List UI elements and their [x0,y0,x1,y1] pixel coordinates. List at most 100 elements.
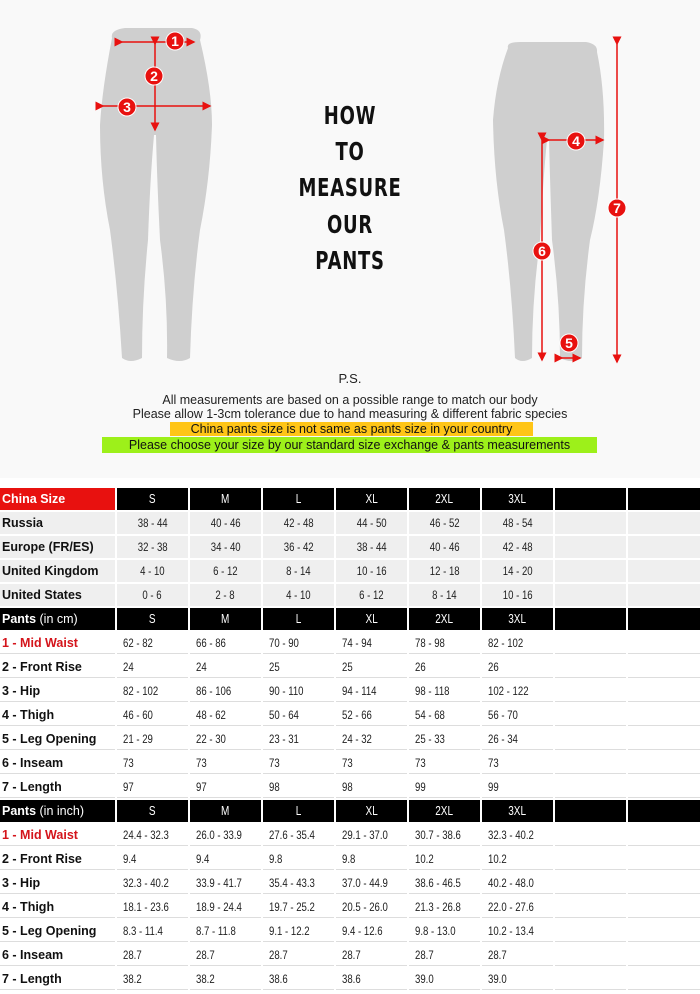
cell-text: 21 - 29 [123,732,153,746]
empty-cell [555,776,626,798]
empty-cell [555,896,626,918]
table-cell: 8.7 - 11.8 [190,920,261,942]
table-cell: 50 - 64 [263,704,334,726]
empty-cell [628,536,700,558]
table-cell: 73 [263,752,334,774]
size-column-header: S [117,488,188,510]
cell-text: L [295,612,302,626]
cell-text: 25 - 33 [415,732,445,746]
section-header-row: Pants (in inch) S M L XL 2XL 3XL [0,800,700,824]
cell-text: 9.1 - 12.2 [269,924,310,938]
size-column-header: 3XL [482,800,553,822]
empty-cell [628,488,700,510]
table-row: 5 - Leg Opening 21 - 29 22 - 30 23 - 31 24 -… [0,728,700,752]
table-cell: 97 [190,776,261,798]
table-row: United Kingdom 4 - 10 6 - 12 8 - 14 10 - 16 1… [0,560,700,584]
cell-text: XL [365,612,378,626]
empty-cell [555,920,626,942]
size-column-header: L [263,800,334,822]
table-cell: 28.7 [190,944,261,966]
size-column-header: M [190,488,261,510]
marker-number: 5 [565,335,573,351]
cell-text: 86 - 106 [196,684,232,698]
cell-text: 26 - 34 [488,732,518,746]
table-cell: 22 - 30 [190,728,261,750]
table-cell: 46 - 52 [409,512,480,534]
table-cell: 9.4 [117,848,188,870]
cell-text: 42 - 48 [502,540,533,554]
empty-cell [628,944,700,966]
cell-text: L [295,804,302,818]
cell-text: 32.3 - 40.2 [488,828,534,842]
table-cell: 38.2 [117,968,188,990]
back-pants-silhouette [493,42,605,361]
table-cell: 70 - 90 [263,632,334,654]
table-row: 5 - Leg Opening 8.3 - 11.4 8.7 - 11.8 9.1 -… [0,920,700,944]
cell-text: 6 - 12 [359,588,384,602]
empty-cell [628,776,700,798]
cell-text: 27.6 - 35.4 [269,828,315,842]
cell-text: 99 [488,780,499,794]
table-cell: 9.8 [263,848,334,870]
cell-text: 10.2 - 13.4 [488,924,534,938]
table-cell: 97 [117,776,188,798]
cell-text: S [149,804,156,818]
size-column-header: S [117,800,188,822]
empty-cell [555,656,626,678]
cell-text: 0 - 6 [142,588,163,602]
table-cell: 42 - 48 [263,512,334,534]
cell-text: 40.2 - 48.0 [488,876,534,890]
empty-cell [555,872,626,894]
row-label: 1 - Mid Waist [0,632,115,654]
empty-cell [628,872,700,894]
cell-text: 29.1 - 37.0 [342,828,388,842]
empty-cell [555,728,626,750]
cell-text: 8 - 14 [286,564,311,578]
size-column-header: 2XL [409,800,480,822]
table-row: 4 - Thigh 46 - 60 48 - 62 50 - 64 52 - 66 54 … [0,704,700,728]
cell-text: 2XL [435,612,454,626]
table-cell: 28.7 [263,944,334,966]
cell-text: 38.2 [196,972,215,986]
cell-text: 37.0 - 44.9 [342,876,388,890]
cell-text: 32.3 - 40.2 [123,876,169,890]
table-cell: 10.2 [409,848,480,870]
table-cell: 6 - 12 [336,584,407,606]
row-label: Europe (FR/ES) [0,536,115,558]
cell-text: 73 [269,756,280,770]
header-unit-text: (in inch) [36,804,84,818]
cell-text: 2 - 8 [215,588,236,602]
cell-text: 44 - 50 [356,516,387,530]
empty-cell [555,752,626,774]
table-cell: 19.7 - 25.2 [263,896,334,918]
row-label: 3 - Hip [0,680,115,702]
table-row: United States 0 - 6 2 - 8 4 - 10 6 - 12 8 - 1… [0,584,700,608]
table-cell: 28.7 [336,944,407,966]
cell-text: 3XL [508,804,527,818]
cell-text: 36 - 42 [283,540,314,554]
cell-text: 9.8 - 13.0 [415,924,456,938]
header-unit-text: (in cm) [36,612,78,626]
measurement-markers: 1 2 3 4 5 6 7 [117,31,627,353]
cell-text: 38 - 44 [356,540,387,554]
cell-text: 10.2 [415,852,434,866]
cell-text: 8.7 - 11.8 [196,924,236,938]
title-line: PANTS [315,246,385,275]
table-cell: 102 - 122 [482,680,553,702]
empty-cell [628,800,700,822]
cell-text: 12 - 18 [429,564,460,578]
table-cell: 8 - 14 [263,560,334,582]
table-cell: 26 [482,656,553,678]
cell-text: 38.2 [123,972,142,986]
table-cell: 9.1 - 12.2 [263,920,334,942]
cell-text: 3XL [508,492,527,506]
table-cell: 28.7 [482,944,553,966]
size-column-header: M [190,608,261,630]
cell-text: 73 [196,756,207,770]
table-cell: 73 [117,752,188,774]
table-cell: 99 [482,776,553,798]
table-cell: 18.9 - 24.4 [190,896,261,918]
table-cell: 33.9 - 41.7 [190,872,261,894]
title-line: TO [335,137,365,166]
table-cell: 40.2 - 48.0 [482,872,553,894]
